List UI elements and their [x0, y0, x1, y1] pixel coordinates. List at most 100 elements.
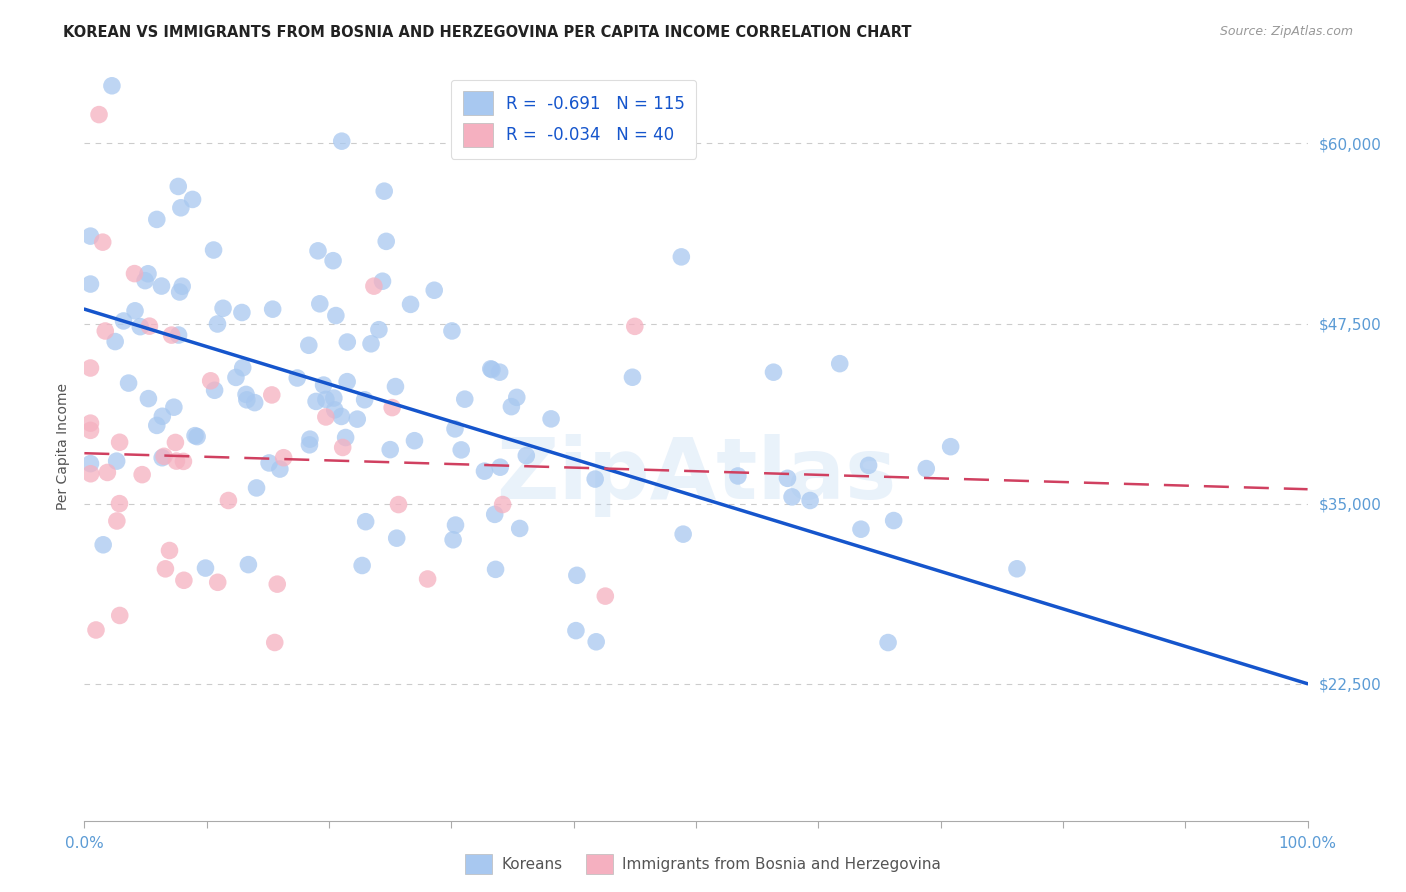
Point — [160, 328, 183, 343]
Point — [450, 442, 472, 457]
Point — [150, 279, 173, 293]
Point — [883, 514, 905, 528]
Point — [243, 395, 266, 409]
Point — [479, 361, 502, 376]
Point — [454, 392, 477, 406]
Point — [131, 467, 153, 482]
Point — [155, 562, 177, 576]
Point — [87, 107, 110, 121]
Point — [939, 440, 962, 454]
Point — [367, 323, 389, 337]
Point — [84, 623, 107, 637]
Point — [217, 493, 239, 508]
Point — [94, 324, 117, 338]
Point — [105, 514, 128, 528]
Point — [363, 279, 385, 293]
Point — [269, 462, 291, 476]
Point — [373, 184, 395, 198]
Point — [101, 78, 124, 93]
Point — [506, 390, 529, 404]
Point — [169, 285, 191, 299]
Point — [231, 305, 253, 319]
Point — [780, 490, 803, 504]
Point — [186, 429, 208, 443]
Point — [346, 412, 368, 426]
Point — [380, 442, 402, 457]
Point — [583, 472, 606, 486]
Point — [232, 360, 254, 375]
Point — [124, 303, 146, 318]
Point — [165, 435, 187, 450]
Point — [595, 589, 617, 603]
Point — [828, 357, 851, 371]
Text: KOREAN VS IMMIGRANTS FROM BOSNIA AND HERZEGOVINA PER CAPITA INCOME CORRELATION C: KOREAN VS IMMIGRANTS FROM BOSNIA AND HER… — [63, 25, 911, 40]
Point — [79, 423, 101, 437]
Text: ZipAtlas: ZipAtlas — [496, 434, 896, 517]
Point — [335, 430, 357, 444]
Point — [273, 450, 295, 465]
Point — [624, 319, 647, 334]
Point — [263, 635, 285, 649]
Point — [565, 624, 588, 638]
Point — [236, 392, 259, 407]
Point — [332, 441, 354, 455]
Point — [96, 466, 118, 480]
Point — [381, 401, 404, 415]
Point — [488, 365, 510, 379]
Point — [79, 361, 101, 376]
Point — [108, 497, 131, 511]
Point — [108, 608, 131, 623]
Point — [150, 450, 173, 465]
Y-axis label: Per Capita Income: Per Capita Income — [56, 383, 70, 509]
Point — [207, 317, 229, 331]
Point — [91, 538, 114, 552]
Point — [225, 370, 247, 384]
Point — [762, 365, 785, 379]
Point — [336, 334, 359, 349]
Point — [108, 435, 131, 450]
Point — [285, 371, 308, 385]
Point — [322, 253, 344, 268]
Point — [501, 400, 523, 414]
Text: Source: ZipAtlas.com: Source: ZipAtlas.com — [1219, 25, 1353, 38]
Point — [305, 394, 328, 409]
Point — [352, 558, 374, 573]
Point — [79, 277, 101, 291]
Point — [404, 434, 426, 448]
Point — [323, 402, 346, 417]
Point — [117, 376, 139, 390]
Point — [79, 416, 101, 430]
Point — [172, 279, 194, 293]
Point — [671, 250, 693, 264]
Point — [371, 274, 394, 288]
Point — [585, 634, 607, 648]
Point — [776, 471, 799, 485]
Point — [336, 375, 359, 389]
Point — [104, 334, 127, 349]
Point — [621, 370, 644, 384]
Point — [330, 409, 353, 424]
Point — [91, 235, 114, 249]
Point — [440, 324, 463, 338]
Point — [136, 267, 159, 281]
Point — [312, 378, 335, 392]
Point — [384, 379, 406, 393]
Point — [184, 428, 207, 442]
Point — [423, 283, 446, 297]
Point — [204, 384, 226, 398]
Point — [298, 432, 321, 446]
Point — [260, 388, 283, 402]
Point — [200, 374, 222, 388]
Point — [170, 201, 193, 215]
Point — [308, 297, 330, 311]
Point — [207, 575, 229, 590]
Point — [163, 400, 186, 414]
Point — [146, 212, 169, 227]
Point — [266, 577, 288, 591]
Point — [262, 302, 284, 317]
Point — [484, 508, 506, 522]
Point — [167, 328, 190, 343]
Point — [153, 450, 176, 464]
Point — [181, 193, 204, 207]
Point — [353, 392, 375, 407]
